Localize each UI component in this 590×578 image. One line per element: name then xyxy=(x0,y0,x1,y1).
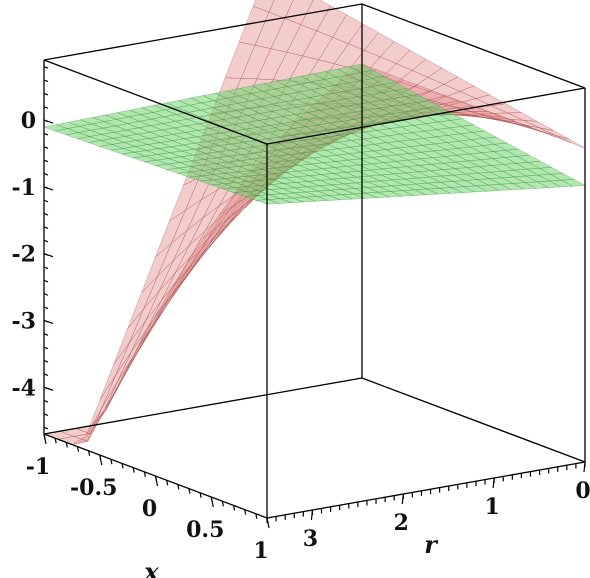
x-minor-tick xyxy=(244,509,247,515)
z-minor-tick xyxy=(43,319,49,323)
red-surface xyxy=(43,0,586,445)
z-minor-tick xyxy=(43,132,49,136)
z-minor-tick xyxy=(43,106,49,109)
z-minor-tick xyxy=(43,186,49,189)
z-minor-tick xyxy=(43,146,49,149)
box-edge-3 xyxy=(361,377,586,463)
z-minor-tick xyxy=(43,293,49,296)
x-minor-tick xyxy=(177,484,180,490)
z-minor-tick xyxy=(43,239,49,243)
z-minor-tick xyxy=(43,266,49,270)
x-minor-tick xyxy=(210,496,213,503)
x-tick-label: 0.5 xyxy=(186,517,224,543)
r-tick-label: 0 xyxy=(575,478,590,504)
r-tick-label: 1 xyxy=(484,494,499,520)
box-edge-2 xyxy=(266,461,586,519)
z-minor-tick xyxy=(43,66,49,69)
z-minor-tick xyxy=(43,400,49,403)
z-minor-tick xyxy=(43,226,49,230)
axes-layer: 0 -1 -2 -3 -4 -1 -0.5 0 0.5 1 x 3 2 1 0 r xyxy=(12,66,590,578)
z-minor-tick xyxy=(43,92,49,96)
z-minor-tick xyxy=(43,306,49,310)
z-minor-tick xyxy=(43,253,49,256)
x-minor-tick xyxy=(188,488,191,494)
z-minor-tick xyxy=(43,213,49,216)
z-tick-label: -1 xyxy=(12,175,36,201)
z-tick-label: 0 xyxy=(21,108,36,134)
box-edge-5 xyxy=(43,3,363,61)
z-minor-tick xyxy=(43,119,49,123)
green-plane xyxy=(43,63,586,205)
z-tick-label: -3 xyxy=(12,308,36,334)
z-minor-tick xyxy=(43,172,49,176)
z-tick-label: -2 xyxy=(12,242,36,268)
x-minor-tick xyxy=(65,442,68,448)
x-minor-tick xyxy=(255,513,258,519)
x-axis-title: x xyxy=(143,557,159,578)
box-edge-6 xyxy=(266,87,586,145)
z-minor-tick xyxy=(43,426,49,430)
z-minor-tick xyxy=(43,199,49,203)
surfaces-layer xyxy=(43,0,586,445)
z-minor-tick xyxy=(43,79,49,83)
z-minor-tick xyxy=(43,413,49,417)
z-minor-tick xyxy=(43,279,49,283)
x-minor-tick xyxy=(221,501,224,507)
x-minor-tick xyxy=(110,459,113,465)
red-surface-patch xyxy=(539,127,570,140)
x-minor-tick xyxy=(43,433,46,440)
z-minor-tick xyxy=(43,159,49,163)
z-tick-label: -4 xyxy=(12,375,36,401)
x-minor-tick xyxy=(154,475,158,482)
x-tick-label: -1 xyxy=(26,454,50,480)
z-minor-tick xyxy=(43,373,49,376)
z-minor-tick xyxy=(43,359,49,363)
z-minor-tick xyxy=(43,333,49,336)
x-tick-label: -0.5 xyxy=(70,475,117,501)
box-edge-7 xyxy=(361,3,586,89)
box-edge-1 xyxy=(43,377,363,435)
x-minor-tick xyxy=(199,492,202,498)
z-minor-tick xyxy=(43,386,49,390)
x-minor-tick xyxy=(54,438,57,444)
x-minor-tick xyxy=(132,467,135,473)
x-tick-label: 0 xyxy=(142,496,157,522)
green-plane-patch xyxy=(43,124,69,132)
z-minor-tick xyxy=(43,346,49,350)
x-minor-tick xyxy=(99,454,102,461)
x-minor-tick xyxy=(166,480,169,486)
x-minor-tick xyxy=(143,471,146,477)
r-axis-title: r xyxy=(424,530,439,559)
r-tick-label: 3 xyxy=(303,526,318,552)
bounding-box xyxy=(43,3,586,519)
x-minor-tick xyxy=(76,446,80,452)
x-minor-tick xyxy=(88,450,91,456)
x-tick-label: 1 xyxy=(253,538,268,564)
box-edge-4 xyxy=(43,59,268,145)
x-minor-tick xyxy=(232,505,236,511)
r-tick-label: 2 xyxy=(394,510,409,536)
x-minor-tick xyxy=(121,463,124,469)
